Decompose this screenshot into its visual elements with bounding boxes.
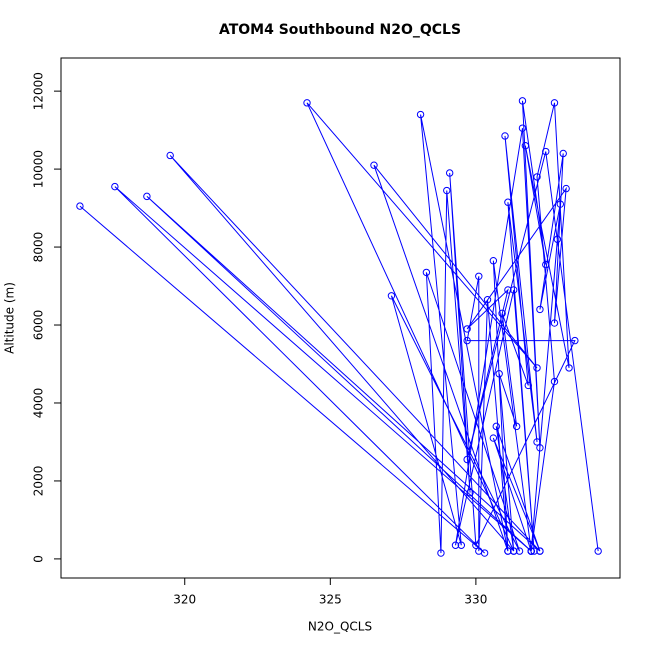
data-point: [550, 319, 559, 327]
data-point: [370, 161, 378, 169]
data-point: [489, 256, 498, 265]
data-point: [76, 202, 84, 210]
data-point: [536, 444, 544, 452]
data-point: [495, 370, 503, 378]
data-point: [437, 549, 445, 557]
data-point: [166, 151, 174, 160]
y-tick-label: 0: [32, 555, 46, 563]
data-point: [533, 364, 541, 372]
data-point: [550, 377, 559, 386]
data-point: [559, 149, 567, 158]
data-point: [518, 97, 527, 105]
data-point: [498, 309, 506, 318]
x-tick-label: 325: [319, 593, 342, 607]
data-point: [489, 434, 498, 442]
data-line: [79, 100, 599, 554]
data-point: [530, 547, 538, 555]
data-point: [457, 541, 466, 549]
y-axis-label: Altitude (m): [3, 282, 17, 354]
data-point: [553, 235, 562, 243]
data-point: [521, 142, 530, 150]
data-point: [463, 325, 471, 333]
data-point: [562, 184, 570, 193]
data-point: [472, 541, 480, 549]
data-point: [515, 547, 524, 555]
data-point: [533, 173, 541, 181]
y-tick-label: 10000: [32, 150, 46, 188]
data-point: [445, 169, 454, 177]
data-point: [542, 147, 550, 156]
data-point: [518, 124, 527, 132]
data-point: [533, 438, 541, 446]
data-point: [422, 268, 431, 277]
y-tick-label: 8000: [32, 232, 46, 263]
data-point: [463, 455, 471, 464]
data-point: [475, 272, 483, 280]
x-axis-label: N2O_QCLS: [308, 620, 372, 634]
data-point: [536, 305, 544, 314]
chart-title: ATOM4 Southbound N2O_QCLS: [219, 22, 461, 38]
data-point: [451, 541, 460, 549]
y-tick-label: 12000: [32, 72, 46, 110]
data-point: [466, 488, 474, 497]
data-point: [512, 422, 521, 431]
data-point: [524, 381, 532, 390]
data-point: [594, 547, 602, 555]
data-point: [571, 336, 579, 345]
data-point: [463, 336, 471, 345]
y-tick-label: 2000: [32, 466, 46, 497]
data-point: [565, 364, 573, 372]
data-point: [527, 547, 535, 555]
x-tick-label: 320: [173, 593, 196, 607]
data-point: [483, 295, 492, 304]
data-point: [443, 186, 451, 195]
data-point: [510, 286, 518, 294]
data-point: [111, 182, 119, 191]
x-tick-label: 330: [464, 593, 487, 607]
data-point: [143, 192, 151, 201]
data-point: [504, 547, 512, 555]
data-point: [556, 200, 565, 208]
data-point: [501, 132, 509, 140]
data-point: [416, 110, 425, 119]
data-point: [492, 422, 500, 431]
data-point: [303, 99, 311, 107]
data-point: [510, 547, 518, 555]
data-point: [550, 99, 559, 107]
data-point: [542, 260, 550, 269]
y-tick-label: 6000: [32, 310, 46, 341]
y-tick-label: 4000: [32, 388, 46, 419]
data-point: [475, 547, 483, 555]
plot-box: [60, 57, 621, 579]
data-point: [387, 292, 396, 300]
data-point: [504, 286, 512, 294]
data-point: [536, 547, 544, 555]
data-point: [504, 198, 512, 206]
